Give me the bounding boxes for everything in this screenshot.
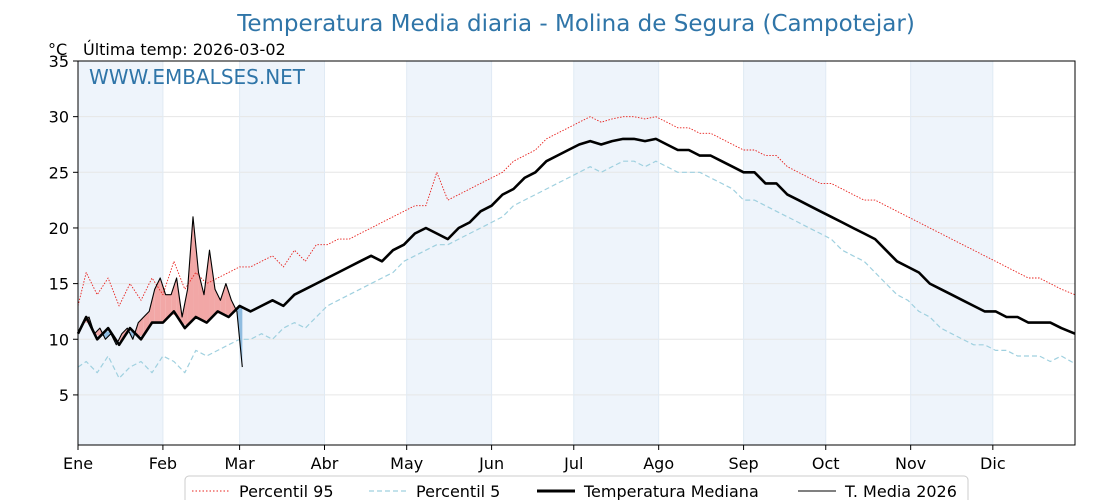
- last-temp-label: Última temp: 2026-03-02: [83, 40, 286, 59]
- y-tick-label: 20: [49, 219, 69, 238]
- y-tick-label: 15: [49, 275, 69, 294]
- legend-label-median: Temperatura Mediana: [583, 482, 759, 500]
- month-shading: [78, 61, 993, 445]
- x-tick-label: Sep: [729, 454, 759, 473]
- deviation-fill-segment: [198, 272, 204, 322]
- x-tick-label: Abr: [311, 454, 339, 473]
- legend-label-current: T. Media 2026: [844, 482, 957, 500]
- month-band-ene: [78, 61, 163, 445]
- series-line-current: [77, 216, 243, 368]
- deviation-fill-segment: [187, 216, 194, 326]
- y-tick-label: 5: [59, 386, 69, 405]
- legend-box: [184, 475, 969, 500]
- legend-label-p5: Percentil 5: [416, 482, 500, 500]
- month-band-mar: [239, 61, 325, 445]
- x-tick-label: Oct: [812, 454, 840, 473]
- plot-frame: [77, 60, 1076, 446]
- y-tick-label: 10: [49, 330, 69, 349]
- deviation-fill-segment: [209, 250, 215, 320]
- series-line-p95: [77, 116, 1076, 307]
- y-tick-label: 35: [49, 52, 69, 71]
- deviation-fill-segment: [193, 216, 199, 320]
- watermark: WWW.EMBALSES.NET: [89, 65, 306, 89]
- deviation-fill-segment: [225, 283, 232, 316]
- x-tick-label: Jul: [563, 454, 583, 473]
- month-band-sep: [743, 61, 826, 445]
- deviation-fill-segment: [220, 283, 226, 316]
- month-band-nov: [910, 61, 993, 445]
- series-line-median: [76, 137, 1076, 347]
- y-unit-label: °C: [48, 40, 67, 59]
- deviation-fill-segment: [203, 250, 210, 322]
- y-axis: 5 10 15 20 25 30 35: [49, 52, 78, 405]
- legend-label-p95: Percentil 95: [239, 482, 334, 500]
- legend: Percentil 95 Percentil 5 Temperatura Med…: [184, 475, 969, 500]
- x-tick-label: Mar: [225, 454, 256, 473]
- x-tick-label: Ene: [63, 454, 93, 473]
- series-lines: [76, 116, 1076, 379]
- x-axis: Ene Feb Mar Abr May Jun Jul Ago Sep Oct Nov Dic: [63, 445, 1006, 473]
- x-tick-label: Jun: [478, 454, 504, 473]
- x-tick-label: Ago: [643, 454, 674, 473]
- x-tick-label: May: [390, 454, 423, 473]
- deviation-fill-segment: [154, 278, 161, 323]
- month-band-jul: [573, 61, 659, 445]
- x-tick-label: Dic: [980, 454, 1006, 473]
- deviation-fill-segment: [214, 289, 221, 315]
- x-tick-label: Feb: [149, 454, 177, 473]
- x-tick-label: Nov: [895, 454, 926, 473]
- deviation-fill-segment: [171, 278, 177, 316]
- y-tick-label: 25: [49, 163, 69, 182]
- y-tick-label: 30: [49, 108, 69, 127]
- chart-title: Temperatura Media diaria - Molina de Seg…: [236, 11, 915, 37]
- series-line-p5: [77, 160, 1076, 379]
- deviation-fill-segment: [160, 278, 166, 323]
- deviation-fill-segment: [149, 289, 155, 327]
- deviation-fill-segment: [165, 294, 172, 320]
- deviation-fill-segment: [143, 311, 150, 336]
